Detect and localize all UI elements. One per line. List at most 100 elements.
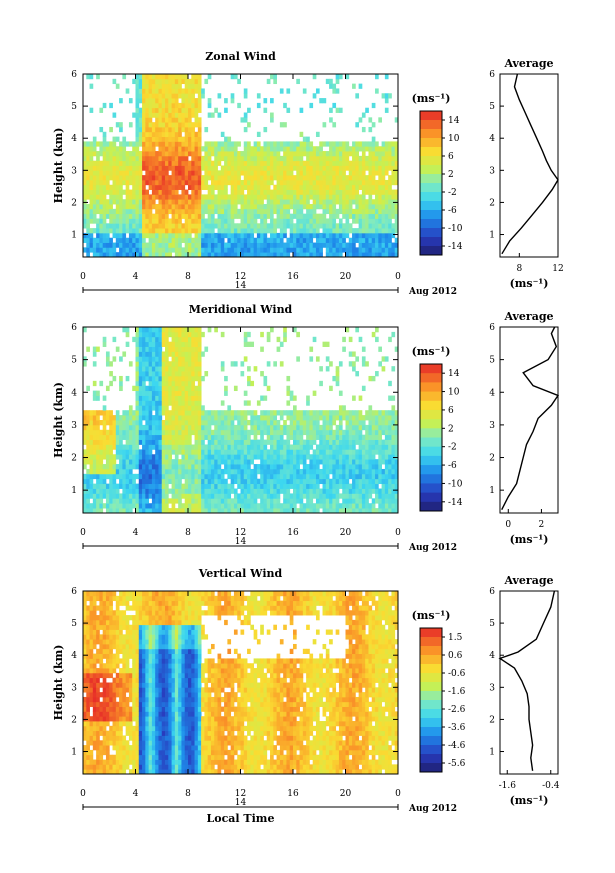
heatmap-cell <box>224 155 228 162</box>
heatmap-cell <box>171 88 176 94</box>
heatmap-cell <box>378 155 382 162</box>
heatmap-cell <box>394 160 399 166</box>
heatmap-cell <box>283 473 287 480</box>
heatmap-cell <box>256 478 261 485</box>
heatmap-cell <box>361 194 366 200</box>
heatmap-cell <box>289 146 294 152</box>
heatmap-cell <box>207 223 212 229</box>
colorbar-band <box>420 120 442 130</box>
heatmap-cell <box>312 434 317 440</box>
heatmap-cell <box>348 199 353 205</box>
heatmap-cell <box>361 141 366 147</box>
heatmap-cell <box>86 483 90 489</box>
heatmap-cell <box>253 223 258 229</box>
heatmap-cell <box>142 429 146 436</box>
heatmap-cell <box>375 420 379 426</box>
heatmap-cell <box>381 179 386 186</box>
heatmap-cell <box>158 112 163 118</box>
heatmap-cell <box>83 434 87 440</box>
heatmap-cell <box>168 459 172 465</box>
heatmap-cell <box>194 151 199 157</box>
heatmap-cell <box>165 346 169 352</box>
heatmap-cell <box>155 346 159 352</box>
heatmap-cell <box>174 351 179 357</box>
heatmap-cell <box>342 151 346 157</box>
heatmap-cell <box>148 126 153 133</box>
heatmap-cell <box>230 223 235 229</box>
heatmap-cell <box>296 468 300 475</box>
heatmap-cell <box>302 228 307 234</box>
heatmap-cell <box>86 503 90 509</box>
heatmap-cell <box>168 351 172 357</box>
heatmap-cell <box>388 223 392 229</box>
heatmap-cell <box>224 424 228 431</box>
heatmap-cell <box>178 204 182 210</box>
heatmap-cell <box>155 93 159 99</box>
heatmap-cell <box>296 232 300 239</box>
date-label: Aug 2012 <box>408 287 457 297</box>
heatmap-cell <box>384 179 389 186</box>
heatmap-cell <box>178 459 182 465</box>
heatmap-cell <box>181 493 186 499</box>
heatmap-cell <box>394 170 399 176</box>
heatmap-cell <box>352 184 356 190</box>
heatmap-cell <box>237 424 241 431</box>
heatmap-cell <box>138 371 143 377</box>
heatmap-cell <box>315 242 320 248</box>
heatmap-cell <box>171 199 176 205</box>
heatmap-cell <box>171 498 176 504</box>
heatmap-cell <box>201 468 205 475</box>
heatmap-cell <box>119 189 123 195</box>
heatmap-cell <box>325 189 330 195</box>
heatmap-cell <box>263 473 268 480</box>
heatmap-cell <box>247 146 251 152</box>
heatmap-cell <box>125 449 130 455</box>
heatmap-cell <box>260 468 264 475</box>
heatmap-cell <box>168 439 172 445</box>
heatmap-cell <box>122 136 127 142</box>
heatmap-cell <box>135 346 140 352</box>
heatmap-cell <box>227 444 232 450</box>
heatmap-cell <box>276 146 281 152</box>
heatmap-cell <box>201 155 205 162</box>
heatmap-cell <box>279 175 284 181</box>
heatmap-cell <box>158 136 163 142</box>
heatmap-cell <box>319 213 323 219</box>
heatmap-cell <box>355 141 360 147</box>
heatmap-cell <box>204 146 209 152</box>
heatmap-cell <box>266 175 271 181</box>
heatmap-cell <box>109 170 113 176</box>
heatmap-cell <box>237 242 241 248</box>
heatmap-cell <box>174 429 179 436</box>
heatmap-cell <box>142 424 146 431</box>
heatmap-cell <box>191 410 195 416</box>
heatmap-cell <box>171 375 176 382</box>
heatmap-cell <box>332 478 337 485</box>
heatmap-cell <box>352 165 356 171</box>
heatmap-cell <box>148 160 153 166</box>
heatmap-cell <box>188 237 192 243</box>
heatmap-cell <box>178 371 182 377</box>
heatmap-cell <box>112 175 117 181</box>
heatmap-cell <box>352 247 356 253</box>
heatmap-cell <box>89 179 94 186</box>
heatmap-cell <box>168 232 172 239</box>
heatmap-cell <box>142 179 146 186</box>
heatmap-cell <box>122 74 127 80</box>
heatmap-cell <box>312 488 317 494</box>
heatmap-cell <box>158 336 163 343</box>
heatmap-cell <box>355 170 360 176</box>
heatmap-cell <box>253 204 258 210</box>
heatmap-cell <box>92 459 97 465</box>
heatmap-cell <box>332 88 337 94</box>
heatmap-cell <box>191 194 195 200</box>
heatmap-cell <box>368 199 373 205</box>
heatmap-cell <box>237 78 241 85</box>
heatmap-cell <box>148 242 153 248</box>
heatmap-cell <box>260 179 264 186</box>
heatmap-cell <box>319 498 323 504</box>
heatmap-cell <box>378 493 382 499</box>
heatmap-cell <box>217 112 222 118</box>
heatmap-cell <box>375 247 379 253</box>
heatmap-cell <box>224 98 228 104</box>
